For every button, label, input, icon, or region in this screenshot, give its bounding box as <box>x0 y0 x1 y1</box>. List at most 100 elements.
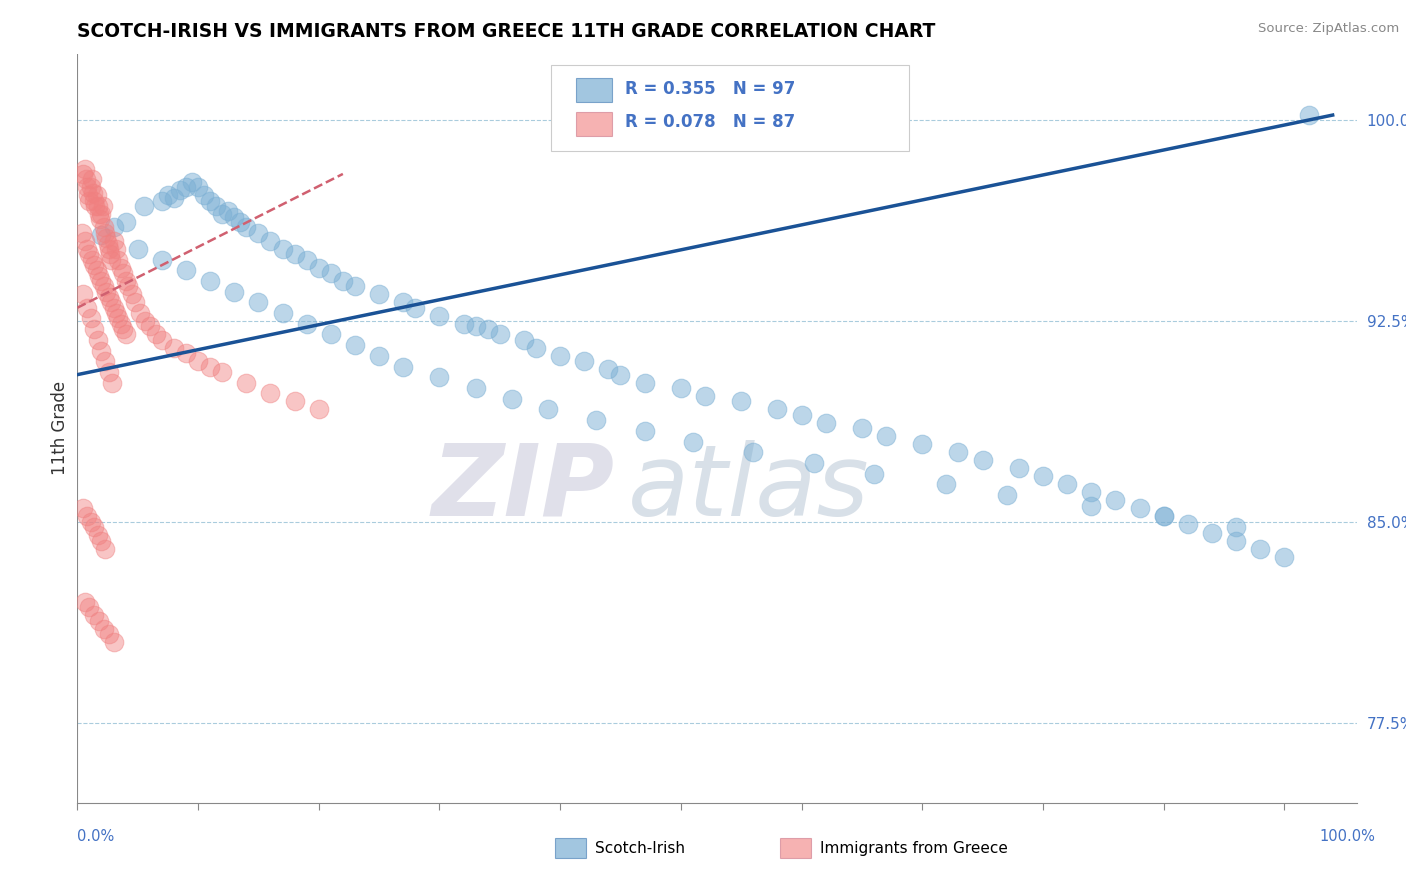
Point <box>156 188 179 202</box>
Point <box>79 247 101 261</box>
Point <box>80 252 103 267</box>
Point <box>193 188 215 202</box>
Point <box>693 389 716 403</box>
Point <box>87 333 110 347</box>
Y-axis label: 11th Grade: 11th Grade <box>51 381 69 475</box>
Text: Immigrants from Greece: Immigrants from Greece <box>820 841 1008 855</box>
Point <box>89 212 111 227</box>
Point <box>93 622 115 636</box>
Point <box>104 306 127 320</box>
Point <box>86 188 108 202</box>
Point <box>83 258 105 272</box>
Point <box>107 311 129 326</box>
Point <box>97 290 120 304</box>
Point <box>129 306 152 320</box>
Point <box>76 509 98 524</box>
Point <box>609 368 631 382</box>
Point <box>585 413 607 427</box>
Point <box>1298 108 1320 122</box>
Point <box>132 199 155 213</box>
Point <box>90 207 112 221</box>
Point <box>91 199 114 213</box>
Point <box>477 322 499 336</box>
Point <box>429 309 451 323</box>
Point <box>145 327 167 342</box>
Point <box>368 287 391 301</box>
Point <box>295 317 318 331</box>
Point <box>96 285 118 299</box>
Point <box>77 188 100 202</box>
Text: Scotch-Irish: Scotch-Irish <box>595 841 685 855</box>
Point <box>114 327 136 342</box>
Text: 0.0%: 0.0% <box>77 830 114 844</box>
Point <box>343 338 366 352</box>
Point <box>224 285 246 299</box>
Point <box>150 252 173 267</box>
Point <box>682 434 704 449</box>
Point <box>513 333 536 347</box>
Point <box>453 317 475 331</box>
Point <box>229 215 252 229</box>
Point <box>972 453 994 467</box>
Point <box>76 301 98 315</box>
Point <box>259 386 281 401</box>
Point <box>94 226 117 240</box>
Point <box>766 402 789 417</box>
Point <box>319 327 342 342</box>
Point <box>295 252 318 267</box>
Point <box>84 199 107 213</box>
Point <box>259 234 281 248</box>
Point <box>103 234 125 248</box>
Point <box>107 252 129 267</box>
Point <box>82 186 104 200</box>
Point <box>488 327 510 342</box>
Text: ZIP: ZIP <box>432 440 614 537</box>
Point <box>90 274 112 288</box>
Point <box>101 376 124 390</box>
Point <box>319 266 342 280</box>
Point <box>1225 520 1247 534</box>
Point <box>284 394 307 409</box>
Point <box>187 354 209 368</box>
Point <box>247 295 270 310</box>
Point <box>181 175 204 189</box>
Point <box>1153 509 1175 524</box>
Point <box>80 172 103 186</box>
Point <box>103 220 125 235</box>
Point <box>1080 499 1102 513</box>
Point <box>83 520 105 534</box>
Point <box>79 180 101 194</box>
Point <box>174 346 197 360</box>
Point <box>198 359 221 374</box>
Text: Source: ZipAtlas.com: Source: ZipAtlas.com <box>1258 22 1399 36</box>
Point <box>163 341 186 355</box>
Point <box>150 333 173 347</box>
Point <box>83 194 105 208</box>
Point <box>464 319 486 334</box>
Point <box>94 541 117 556</box>
Point <box>100 252 122 267</box>
Point <box>117 279 139 293</box>
Point <box>121 287 143 301</box>
Point <box>247 226 270 240</box>
Point <box>271 242 294 256</box>
Point <box>83 608 105 623</box>
Point <box>96 236 118 251</box>
FancyBboxPatch shape <box>551 65 910 151</box>
Point <box>90 533 112 548</box>
Point <box>87 268 110 283</box>
Point <box>633 376 655 390</box>
Text: R = 0.355   N = 97: R = 0.355 N = 97 <box>624 79 796 98</box>
Point <box>633 424 655 438</box>
Text: SCOTCH-IRISH VS IMMIGRANTS FROM GREECE 11TH GRADE CORRELATION CHART: SCOTCH-IRISH VS IMMIGRANTS FROM GREECE 1… <box>77 21 936 41</box>
Point <box>211 207 233 221</box>
Point <box>368 349 391 363</box>
Point <box>790 408 813 422</box>
Point <box>103 635 125 649</box>
Point <box>104 242 127 256</box>
Point <box>96 231 118 245</box>
Point <box>98 247 121 261</box>
Point <box>72 501 94 516</box>
Point <box>79 515 101 529</box>
Point <box>308 402 330 417</box>
